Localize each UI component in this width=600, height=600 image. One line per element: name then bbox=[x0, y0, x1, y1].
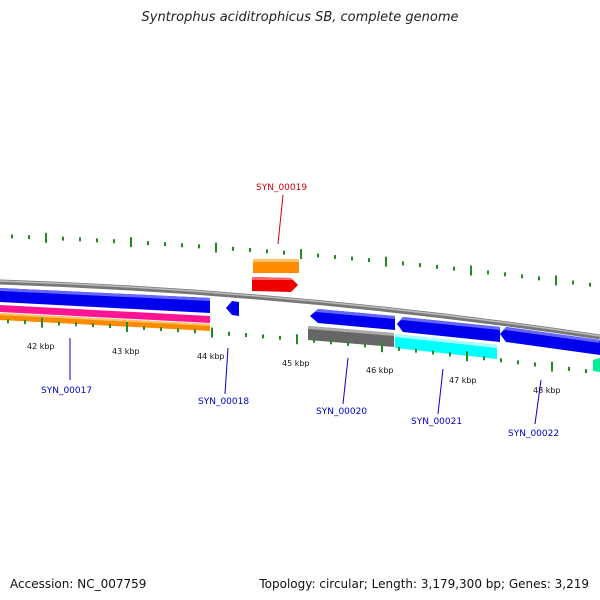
gene-syn00018[interactable] bbox=[226, 301, 239, 316]
kbp-label: 42 kbp bbox=[27, 342, 55, 351]
gene-label-syn00019[interactable]: SYN_00019 bbox=[256, 183, 307, 193]
gene-label-syn00018[interactable]: SYN_00018 bbox=[198, 397, 249, 407]
gene-label-leader bbox=[343, 358, 348, 404]
gene-label-syn00021[interactable]: SYN_00021 bbox=[411, 417, 462, 427]
kbp-label: 45 kbp bbox=[282, 359, 310, 368]
gene-label-syn00022[interactable]: SYN_00022 bbox=[508, 429, 559, 439]
outer-tick-ring bbox=[12, 233, 590, 287]
teal-feature-right-edge[interactable] bbox=[593, 358, 600, 372]
kbp-label: 43 kbp bbox=[112, 347, 140, 356]
kbp-label: 44 kbp bbox=[197, 352, 225, 361]
gene-label-syn00020[interactable]: SYN_00020 bbox=[316, 407, 367, 417]
accession-text: Accession: NC_007759 bbox=[10, 577, 146, 591]
kbp-label: 46 kbp bbox=[366, 366, 394, 375]
gene-label-leader bbox=[438, 369, 443, 414]
gene-label-syn00017[interactable]: SYN_00017 bbox=[41, 386, 92, 396]
kbp-label: 47 kbp bbox=[449, 376, 477, 385]
gene-label-leader bbox=[278, 195, 283, 244]
gene-label-leader bbox=[225, 348, 228, 394]
topology-stats: Topology: circular; Length: 3,179,300 bp… bbox=[259, 577, 589, 591]
gene-labels: SYN_00017 SYN_00018 SYN_00019 SYN_00020 SYN_… bbox=[41, 183, 559, 439]
kbp-label: 48 kbp bbox=[533, 386, 561, 395]
